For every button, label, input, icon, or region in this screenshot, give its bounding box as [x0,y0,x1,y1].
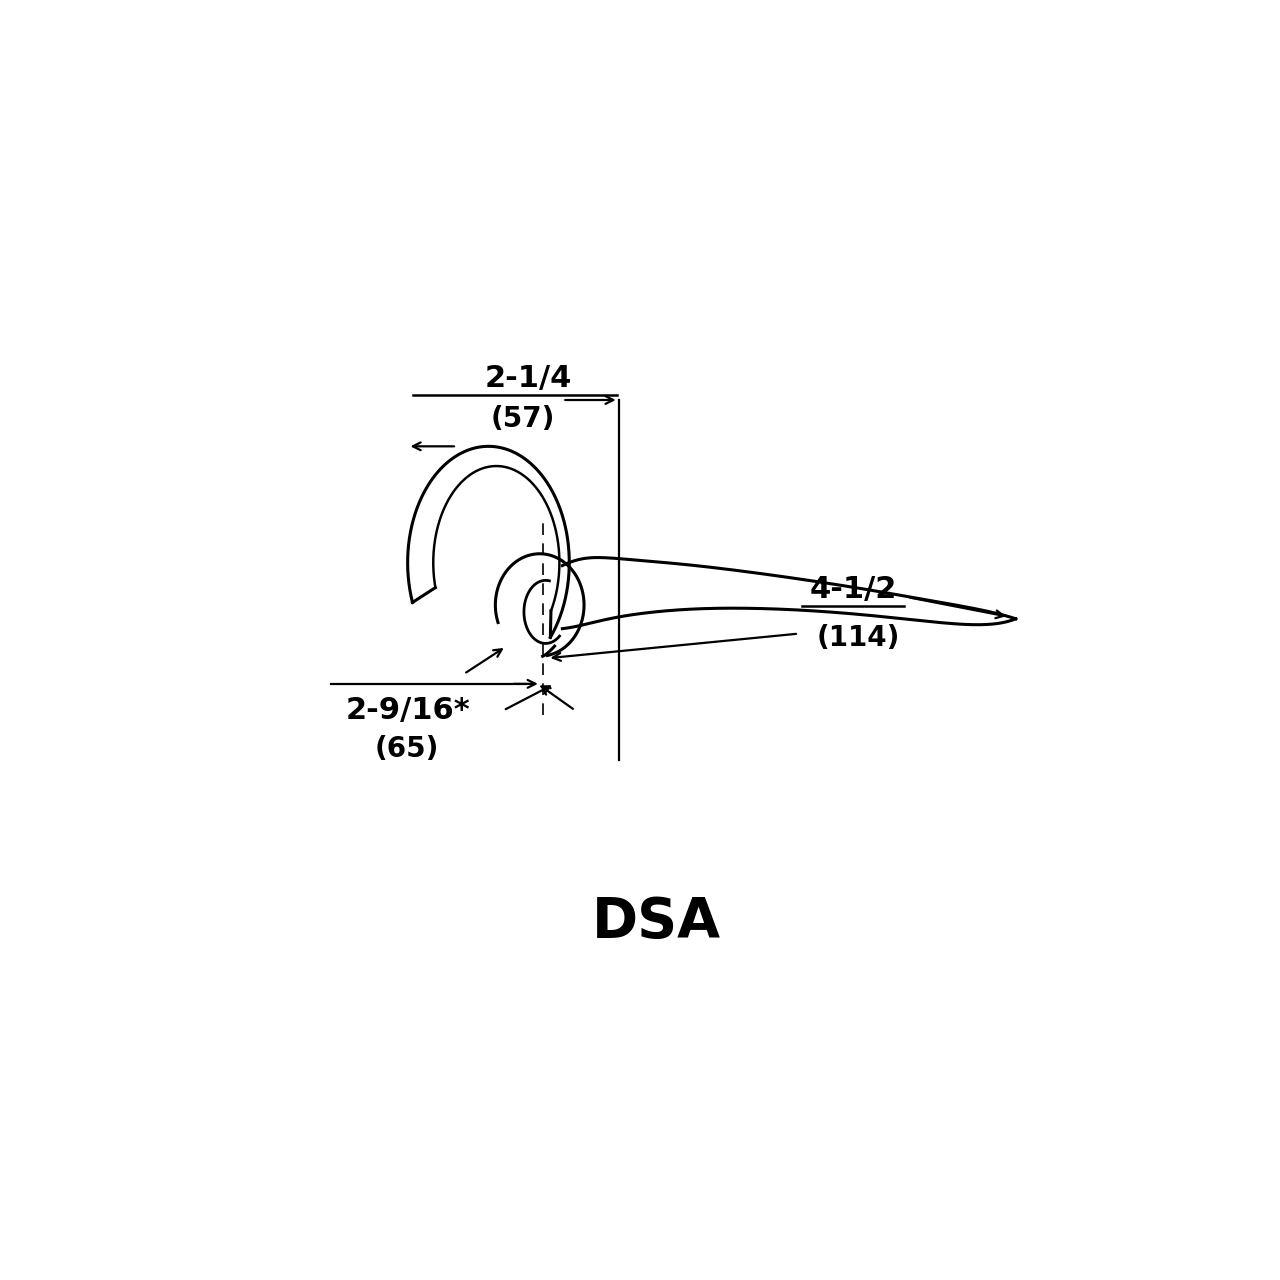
Text: (114): (114) [817,623,900,652]
Text: 2-9/16*: 2-9/16* [346,695,470,724]
Text: 4-1/2: 4-1/2 [809,575,897,604]
Text: 2-1/4: 2-1/4 [484,364,572,393]
Text: (65): (65) [375,735,439,763]
Text: (57): (57) [490,404,556,433]
Text: DSA: DSA [591,896,721,950]
